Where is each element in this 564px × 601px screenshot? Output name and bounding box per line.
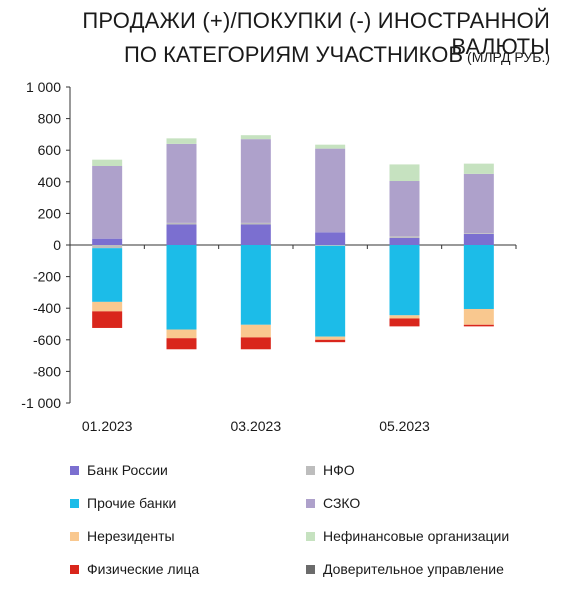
y-tick-label: 800 [38, 111, 62, 127]
bar-segment [92, 301, 123, 312]
bar-segment [389, 318, 420, 327]
legend-label: СЗКО [323, 495, 361, 511]
bar-segment [389, 245, 420, 316]
legend-label: Прочие банки [87, 495, 177, 511]
legend-label: Нефинансовые организации [323, 528, 510, 544]
bar-segment [463, 233, 494, 245]
legend-swatch [70, 465, 79, 475]
bar-segment [240, 222, 271, 225]
bar-segment [240, 245, 271, 325]
bar-segment [166, 329, 197, 339]
bar-segment [166, 224, 197, 245]
bar-segment [92, 166, 123, 239]
bar-segment [240, 324, 271, 338]
bar-segment [315, 148, 346, 233]
bar-segment [166, 138, 197, 144]
bar-segment [463, 173, 494, 234]
bar-segment [240, 139, 271, 223]
y-tick-label: 1 000 [26, 79, 61, 95]
y-tick-label: 0 [53, 237, 61, 253]
x-tick-label: 03.2023 [231, 418, 282, 434]
legend-label: Доверительное управление [323, 561, 504, 577]
y-tick-label: 400 [38, 174, 62, 190]
legend-label: НФО [323, 462, 355, 478]
bar-segment [240, 337, 271, 350]
legend-swatch [70, 564, 79, 574]
bar-segment [463, 324, 494, 327]
bar-segment [92, 245, 123, 249]
bar-segment [315, 245, 346, 337]
bar-segment [92, 238, 123, 245]
legend-item: СЗКО [306, 495, 360, 511]
x-tick-label: 05.2023 [379, 418, 430, 434]
chart-title-text: ПО КАТЕГОРИЯМ УЧАСТНИКОВ [124, 42, 464, 67]
bar-segment [166, 338, 197, 350]
bar-segment [92, 248, 123, 302]
bar-segment [463, 163, 494, 174]
chart-title-line-1: ПРОДАЖИ (+)/ПОКУПКИ (-) ИНОСТРАННОЙ ВАЛЮ… [82, 8, 550, 59]
legend-item: Физические лица [70, 561, 199, 577]
legend-item: НФО [306, 462, 355, 478]
y-tick-label: -800 [33, 363, 61, 379]
legend-item: Нефинансовые организации [306, 528, 509, 544]
bar-segment [240, 224, 271, 245]
legend-item: Банк России [70, 462, 168, 478]
bar-segment [92, 159, 123, 166]
bar-segment [389, 315, 420, 319]
bar-segment [463, 308, 494, 325]
bar-segment [166, 222, 197, 225]
y-tick-label: -1 000 [21, 395, 61, 411]
bar-segment [315, 245, 346, 246]
legend-swatch [70, 498, 79, 508]
bar-segment [315, 336, 346, 340]
bar-segment [315, 232, 346, 245]
legend-swatch [306, 465, 315, 475]
bar-segment [240, 135, 271, 140]
legend-item: Прочие банки [70, 495, 176, 511]
stacked-bar-chart: 1 000 800 600 400 200 0 -200 -400 -600 -800 -1 000… [21, 79, 517, 434]
legend-swatch [306, 564, 315, 574]
bar-segment [389, 164, 420, 182]
bar-segment [389, 181, 420, 237]
legend-swatch [306, 498, 315, 508]
legend-label: Физические лица [87, 561, 200, 577]
legend-swatch [70, 531, 79, 541]
bar-segment [389, 237, 420, 245]
bar-segment [166, 143, 197, 223]
bar-segment [315, 144, 346, 149]
bar-segment [463, 245, 494, 309]
bar-segment [389, 236, 420, 238]
legend-label: Нерезиденты [87, 528, 175, 544]
bar-segment [315, 339, 346, 343]
chart-title-unit: (МЛРД РУБ.) [467, 49, 550, 65]
bar-segment [463, 233, 494, 234]
legend-swatch [306, 531, 315, 541]
y-tick-label: -400 [33, 300, 61, 316]
y-tick-label: 600 [38, 142, 62, 158]
bar-segment [166, 245, 197, 330]
legend-item: Нерезиденты [70, 528, 175, 544]
x-tick-label: 01.2023 [82, 418, 133, 434]
y-tick-label: -200 [33, 269, 61, 285]
y-tick-label: -600 [33, 332, 61, 348]
legend-item: Доверительное управление [306, 561, 504, 577]
chart-title-line-2: ПО КАТЕГОРИЯМ УЧАСТНИКОВ (МЛРД РУБ.) [124, 42, 550, 68]
bar-segment [92, 311, 123, 328]
y-tick-label: 200 [38, 205, 62, 221]
legend-label: Банк России [87, 462, 168, 478]
